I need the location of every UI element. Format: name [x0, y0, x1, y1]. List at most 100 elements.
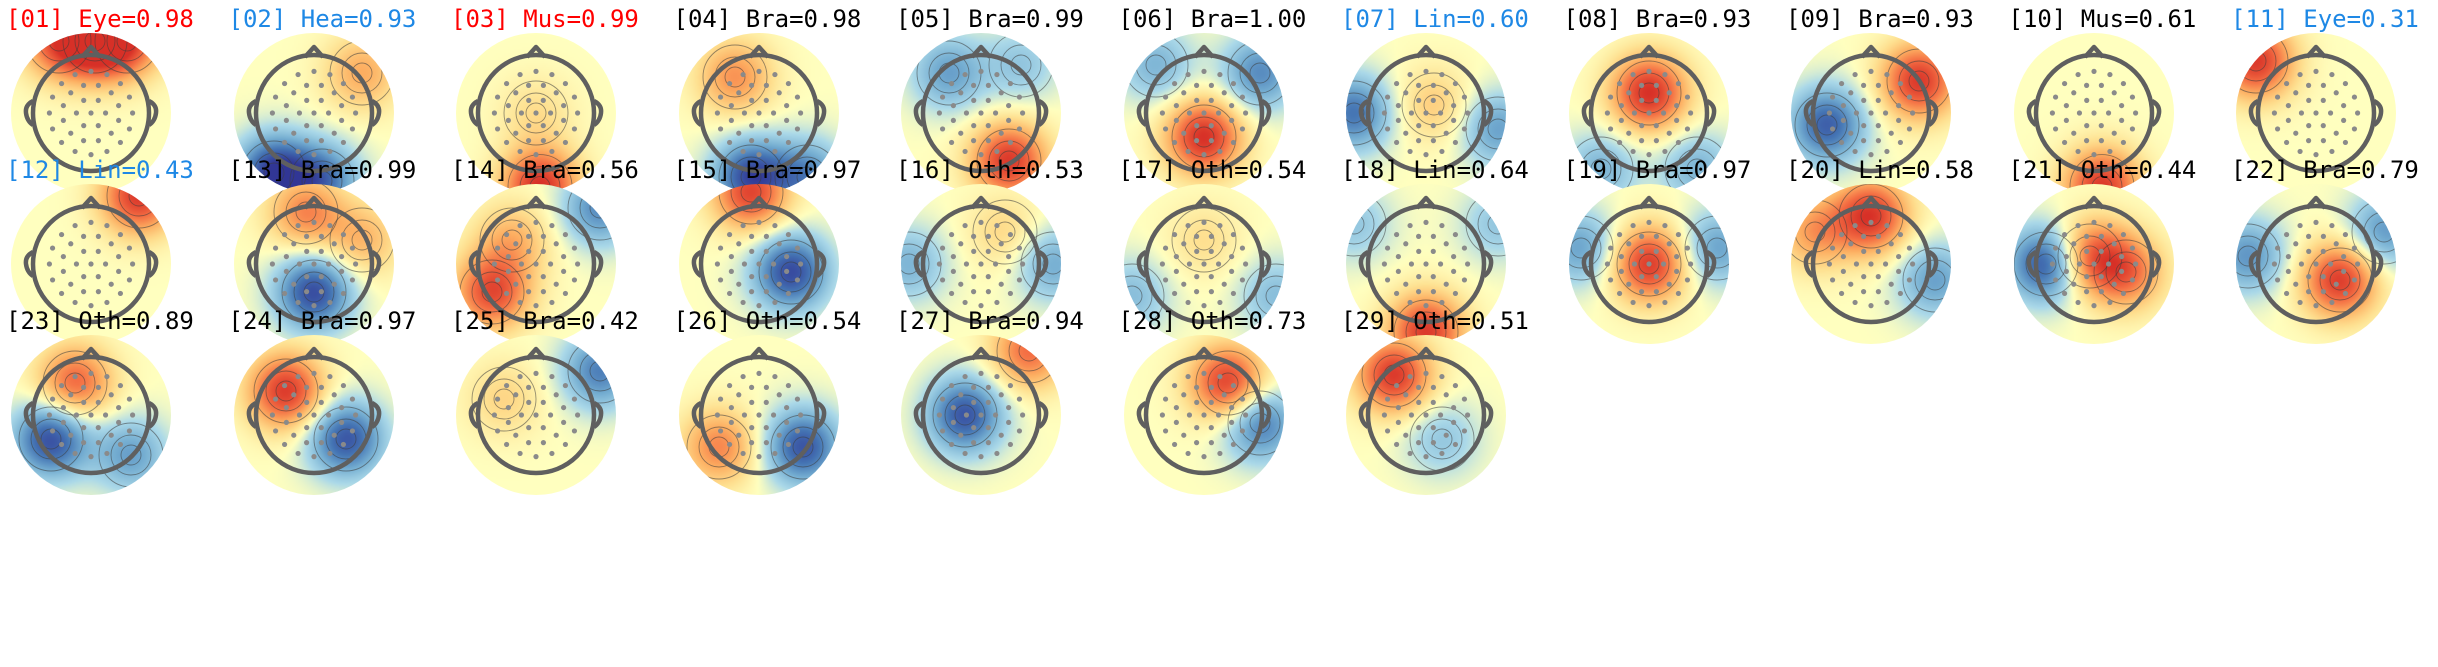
sensor-dot: [785, 80, 791, 87]
sensor-dot: [2129, 94, 2135, 100]
sensor-dot: [1666, 281, 1672, 287]
sensor-dot: [296, 412, 302, 418]
sensor-dot: [1625, 241, 1631, 247]
sensor-dot: [2333, 241, 2339, 247]
sensor-dot: [1208, 425, 1214, 431]
contour-line: [2236, 223, 2281, 289]
sensor-dot: [1020, 412, 1026, 418]
contour-line: [901, 253, 920, 275]
sensor-dot: [1423, 454, 1429, 460]
topomap-cell: [02] Hea=0.93: [223, 0, 448, 225]
sensor-dot: [994, 222, 1000, 229]
sensor-dot: [513, 432, 519, 438]
sensor-dot: [1208, 399, 1214, 405]
sensor-dot: [1230, 231, 1236, 238]
sensor-dot: [1242, 261, 1248, 267]
sensor-dot: [88, 68, 94, 74]
sensor-dot: [104, 222, 110, 229]
sensor-dot: [108, 241, 114, 247]
sensor-dot: [513, 281, 519, 287]
contour-line: [525, 102, 547, 124]
sensor-dot: [2285, 268, 2291, 275]
sensor-dot: [2333, 90, 2339, 96]
sensor-dot: [1437, 110, 1444, 116]
sensor-dot: [2320, 82, 2327, 88]
sensor-dot: [1395, 117, 1401, 124]
sensor-dot: [1452, 290, 1459, 297]
sensor-dot: [717, 428, 723, 434]
sensor-dot: [1239, 396, 1245, 402]
sensor-dot: [1888, 130, 1894, 136]
sensor-dot: [505, 419, 511, 426]
sensor-dot: [1638, 248, 1644, 254]
sensor-dot: [1687, 261, 1693, 267]
sensor-dot: [533, 412, 539, 418]
sensor-dot: [998, 432, 1004, 438]
component-title: [17] Oth=0.54: [1118, 156, 1307, 184]
sensor-dot: [117, 290, 124, 297]
sensor-dot: [540, 138, 547, 144]
contour-line: [730, 184, 771, 213]
sensor-dot: [352, 261, 358, 267]
sensor-dot: [547, 110, 554, 116]
scalp-topomap: [2236, 184, 2396, 344]
sensor-dot: [318, 248, 324, 254]
contour-line: [483, 378, 525, 420]
sensor-dot: [1443, 281, 1449, 287]
sensor-dot: [88, 412, 94, 418]
sensor-dot: [318, 399, 324, 405]
sensor-dot: [494, 245, 501, 251]
sensor-dot: [2083, 274, 2089, 280]
sensor-dot: [1186, 261, 1192, 267]
sensor-dot: [326, 222, 333, 229]
sensor-dot: [2129, 277, 2135, 283]
sensor-dot: [763, 97, 769, 103]
sensor-dot: [80, 289, 87, 295]
sensor-dot: [525, 289, 532, 295]
sensor-dot: [1020, 261, 1026, 267]
sensor-dot: [763, 399, 769, 405]
component-title: [14] Bra=0.56: [451, 156, 639, 184]
sensor-dot: [985, 138, 992, 144]
sensor-dot: [338, 117, 344, 124]
sensor-dot: [547, 412, 554, 418]
sensor-dot: [1173, 419, 1179, 426]
sensor-dot: [540, 274, 546, 280]
sensor-dot: [748, 289, 754, 295]
contour-line: [1908, 70, 1930, 92]
sensor-dot: [1180, 130, 1186, 136]
sensor-dot: [755, 110, 762, 116]
sensor-dot: [290, 432, 296, 438]
sensor-dot: [985, 289, 992, 295]
sensor-dot: [1215, 110, 1221, 116]
sensor-dot: [2106, 222, 2113, 229]
sensor-dot: [1171, 290, 1177, 297]
sensor-dot: [2120, 231, 2126, 238]
sensor-dot: [1645, 68, 1652, 74]
sensor-dot: [1395, 102, 1401, 109]
sensor-dot: [1675, 80, 1681, 87]
sensor-dot: [95, 425, 101, 431]
sensor-dot: [1684, 126, 1690, 132]
sensor-dot: [505, 268, 511, 275]
sensor-dot: [936, 412, 942, 418]
sensor-dot: [971, 274, 977, 280]
sensor-dot: [303, 97, 309, 103]
contour-line: [1616, 231, 1681, 297]
sensor-dot: [726, 290, 732, 297]
sensor-dot: [338, 102, 344, 109]
sensor-dot: [985, 274, 991, 280]
sensor-dot: [1618, 117, 1624, 124]
sensor-dot: [318, 138, 324, 144]
sensor-dot: [540, 97, 546, 103]
contour-line: [1193, 229, 1214, 251]
sensor-dot: [1461, 428, 1468, 434]
sensor-dot: [1884, 148, 1890, 155]
sensor-dot: [1452, 231, 1459, 238]
sensor-dot: [1415, 233, 1422, 239]
sensor-dot: [88, 303, 94, 309]
sensor-dot: [1423, 152, 1429, 158]
sensor-dot: [1653, 82, 1659, 88]
sensor-dot: [1395, 419, 1401, 426]
sensor-dot: [939, 94, 946, 100]
